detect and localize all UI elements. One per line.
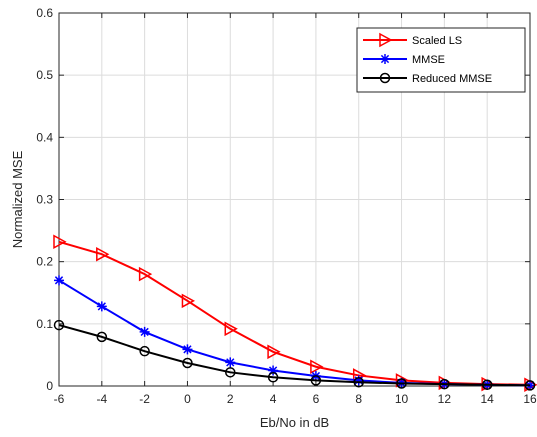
data-point-reduced-mmse	[267, 372, 279, 383]
series-line-mmse	[58, 279, 531, 387]
series-mmse	[54, 275, 535, 391]
data-point-scaled-ls	[310, 359, 324, 374]
x-axis-label: Eb/No in dB	[260, 415, 329, 430]
legend: Scaled LS MMSE Reduced MMSE	[356, 27, 526, 93]
series-scaled-ls	[53, 234, 537, 393]
series-reduced-mmse	[53, 319, 536, 391]
legend-marker-reduced-mmse	[379, 72, 391, 84]
data-point-reduced-mmse	[182, 357, 193, 369]
x-tick-label: -4	[96, 392, 107, 406]
data-point-reduced-mmse	[396, 378, 407, 389]
y-tick-label: 0.3	[36, 193, 53, 207]
data-point-reduced-mmse	[310, 375, 322, 386]
legend-entry-mmse: MMSE	[363, 54, 445, 66]
y-tick-label: 0.6	[36, 6, 53, 20]
y-tick-label: 0.5	[36, 68, 53, 82]
data-point-mmse	[139, 326, 150, 337]
data-point-mmse	[225, 357, 236, 368]
x-tick-label: 6	[313, 392, 320, 406]
x-tick-label: 8	[355, 392, 362, 406]
data-point-reduced-mmse	[439, 378, 450, 390]
series-line-scaled-ls	[58, 240, 531, 386]
series-line-reduced-mmse	[58, 324, 531, 387]
y-tick-label: 0.1	[36, 317, 53, 331]
data-point-mmse	[96, 301, 107, 312]
x-tick-label: 14	[481, 392, 495, 406]
x-tick-label: 16	[523, 392, 537, 406]
legend-marker-mmse	[380, 54, 390, 64]
data-point-scaled-ls	[96, 246, 110, 262]
data-point-reduced-mmse	[53, 319, 65, 331]
x-tick-label: -2	[139, 392, 150, 406]
y-axis-label: Normalized MSE	[10, 150, 25, 248]
data-point-mmse	[268, 365, 279, 376]
series-group	[53, 234, 537, 393]
data-point-reduced-mmse	[96, 331, 108, 343]
x-tick-label: 12	[438, 392, 452, 406]
data-point-reduced-mmse	[524, 380, 536, 391]
x-tick-label: 0	[184, 392, 191, 406]
x-tick-label: 10	[395, 392, 409, 406]
x-tick-label: 4	[270, 392, 277, 406]
data-point-scaled-ls	[138, 266, 153, 282]
y-tick-label: 0	[46, 379, 53, 393]
data-point-scaled-ls	[267, 344, 281, 360]
data-point-mmse	[54, 275, 64, 286]
data-point-reduced-mmse	[481, 379, 493, 391]
legend-entry-reduced-mmse: Reduced MMSE	[363, 72, 492, 85]
data-point-reduced-mmse	[139, 345, 150, 357]
x-tick-label: 2	[227, 392, 234, 406]
legend-marker-scaled-ls	[379, 32, 393, 48]
y-tick-label: 0.4	[36, 130, 53, 144]
legend-label-reduced-mmse: Reduced MMSE	[412, 73, 492, 85]
data-point-reduced-mmse	[353, 377, 364, 388]
data-point-scaled-ls	[224, 321, 238, 337]
axis-ticks: -6 -4 -2 0 2 4 6 8 10 12 14 16 0 0.1 0.2 0.3 0.4 0.5 0.6	[36, 6, 537, 406]
data-point-scaled-ls	[181, 293, 196, 309]
legend-label-mmse: MMSE	[412, 54, 445, 66]
legend-label-scaled-ls: Scaled LS	[412, 35, 462, 47]
y-tick-label: 0.2	[36, 255, 53, 269]
data-point-reduced-mmse	[225, 367, 236, 378]
data-point-mmse	[353, 375, 364, 386]
data-point-mmse	[182, 344, 193, 355]
x-tick-label: -6	[54, 392, 65, 406]
data-point-scaled-ls	[53, 234, 67, 250]
legend-entry-scaled-ls: Scaled LS	[363, 32, 462, 48]
